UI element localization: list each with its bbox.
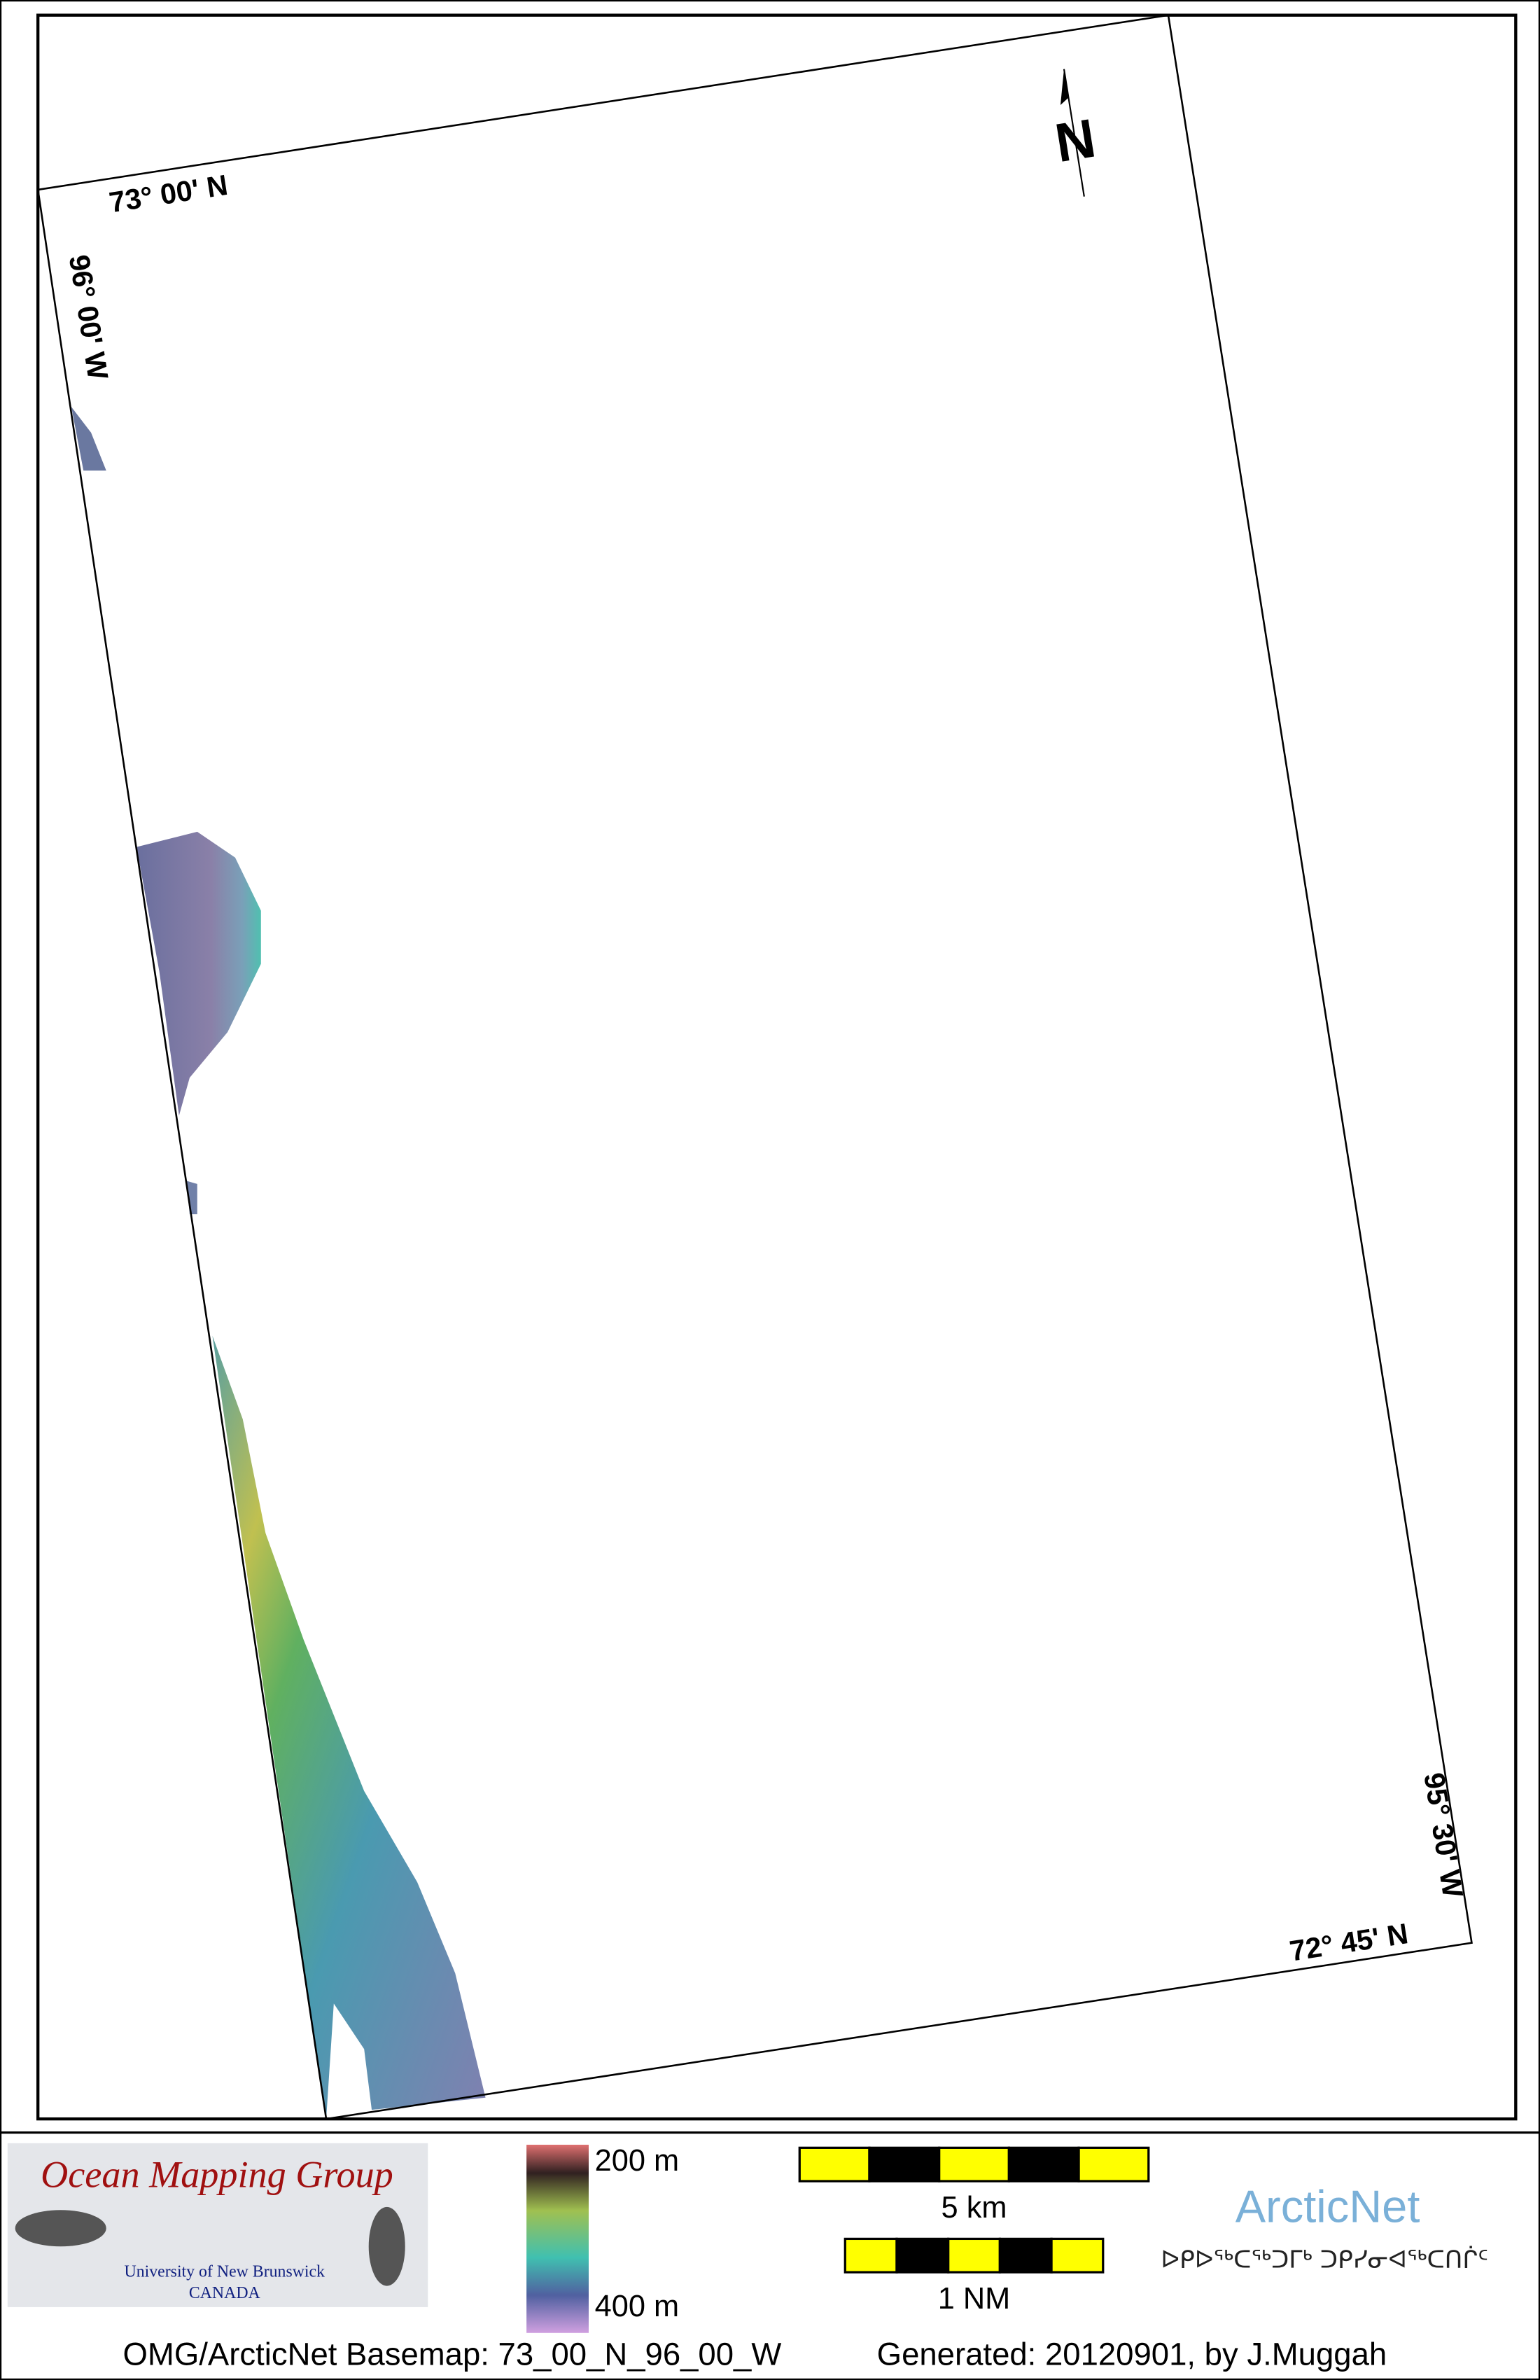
bathymetry-patch (71, 406, 106, 471)
scale-label: 5 km (941, 2191, 1007, 2225)
scale-bar-km (798, 2146, 1150, 2183)
logo-country: CANADA (189, 2284, 261, 2302)
logo-university: University of New Brunswick (125, 2263, 326, 2281)
logo-title: Ocean Mapping Group (41, 2154, 393, 2196)
longitude-label: 96° 00' W (63, 253, 115, 382)
logo-shape (368, 2206, 405, 2286)
depth-colorbar (526, 2145, 589, 2333)
scale-bar-nm (844, 2237, 1105, 2274)
scale-label: 1 NM (938, 2282, 1011, 2316)
arcticnet-inuktitut: ᐅᑭᐅᖅᑕᖅᑐᒥᒃ ᑐᑭᓯᓂᐊᖅᑕᑎᒌᑦ (1161, 2245, 1488, 2274)
footer-generated: Generated: 20120901, by J.Muggah (877, 2336, 1387, 2372)
arcticnet-name: ArcticNet (1236, 2181, 1420, 2232)
graticule-frame (36, 14, 1473, 2120)
logo-shape (15, 2210, 106, 2247)
depth-label: 400 m (595, 2290, 679, 2323)
bathymetry-patch (212, 1335, 486, 2120)
longitude-label: 95° 30' W (1418, 1770, 1469, 1900)
latitude-label: 72° 45' N (1287, 1917, 1410, 1968)
depth-label: 200 m (595, 2144, 679, 2178)
north-label: N (1051, 107, 1099, 174)
omg-logo: Ocean Mapping Group University of New Br… (7, 2143, 428, 2307)
footer-basemap: OMG/ArcticNet Basemap: 73_00_N_96_00_W (123, 2336, 782, 2372)
bathymetry-patch (136, 831, 261, 1116)
north-arrow: N (1051, 69, 1100, 197)
map-frame (36, 13, 1518, 2121)
